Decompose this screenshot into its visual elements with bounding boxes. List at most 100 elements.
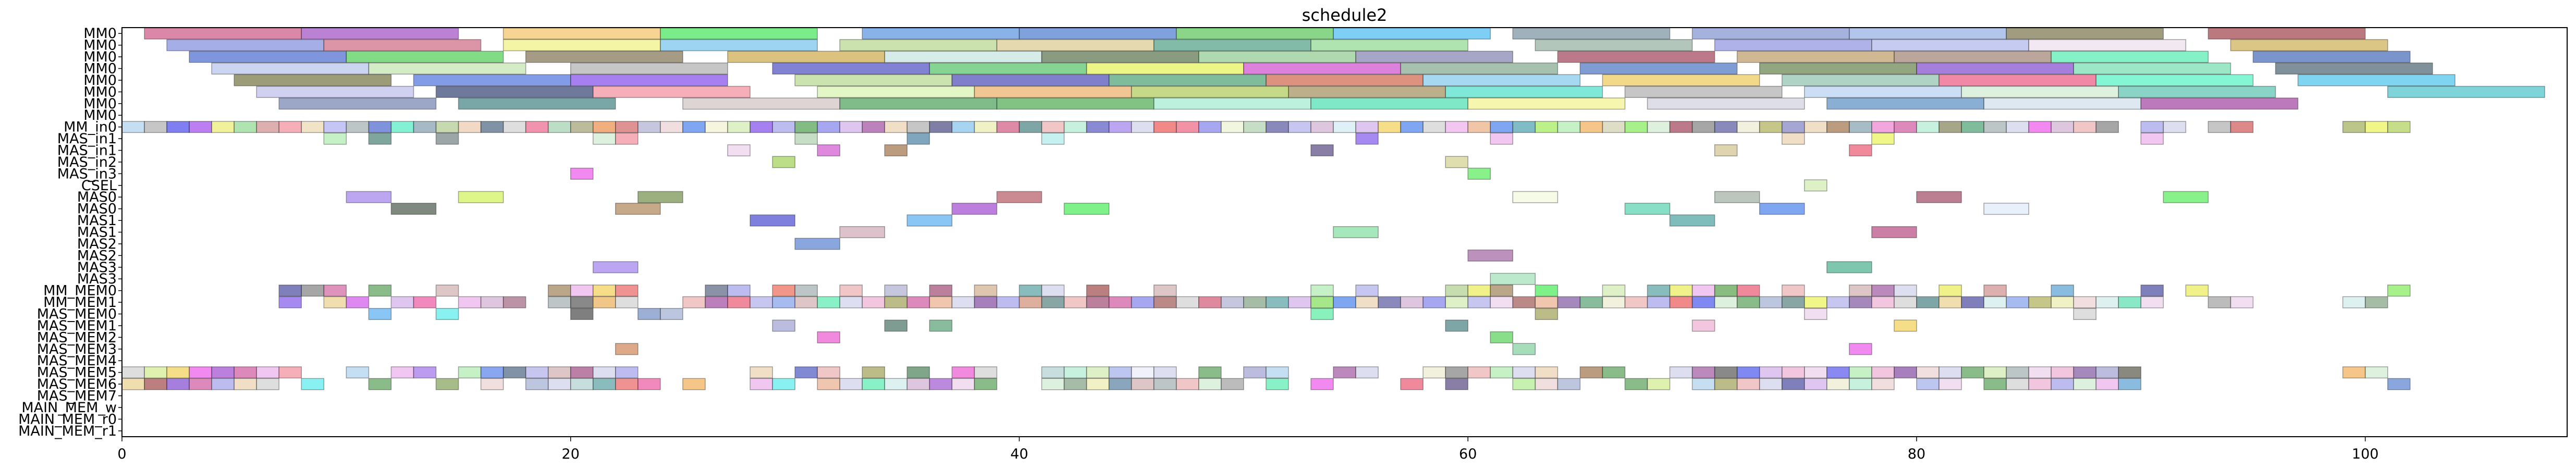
task-bar — [705, 285, 728, 297]
row-label: MM_MEM1 — [43, 294, 117, 311]
task-bar — [660, 121, 683, 133]
task-bar — [346, 121, 370, 133]
task-bar — [1535, 285, 1559, 297]
task-bar — [502, 296, 526, 308]
task-bar — [750, 296, 773, 308]
task-bar — [1019, 285, 1042, 297]
task-bar — [1669, 285, 1693, 297]
task-bar — [1804, 121, 1827, 133]
task-bar — [189, 366, 212, 379]
task-bar — [615, 285, 639, 297]
row-label: MAS3 — [77, 271, 117, 287]
task-bar — [1826, 97, 1984, 110]
task-bar — [1736, 366, 1760, 379]
task-bar — [346, 51, 504, 63]
task-bar — [1804, 179, 1827, 192]
task-bar — [435, 132, 459, 145]
row-label: MAIN_MEM_r0 — [18, 411, 117, 427]
task-bar — [637, 121, 661, 133]
task-bar — [435, 85, 594, 98]
task-bar — [1445, 319, 1468, 332]
task-bar — [1714, 39, 1872, 52]
task-bar — [1916, 378, 1940, 390]
task-bar — [2073, 378, 2096, 390]
task-bar — [906, 132, 930, 145]
task-bar — [1871, 226, 1917, 239]
task-bar — [2163, 121, 2187, 133]
task-bar — [1849, 296, 1872, 308]
task-bar — [794, 296, 818, 308]
task-bar — [1691, 121, 1715, 133]
task-bar — [502, 39, 661, 52]
task-bar — [1557, 121, 1581, 133]
task-bar — [1041, 132, 1065, 145]
task-bar — [301, 121, 325, 133]
task-bar — [1624, 121, 1648, 133]
task-bar — [1221, 121, 1244, 133]
row-label: MAS_MEM4 — [37, 353, 117, 369]
task-bar — [1131, 85, 1289, 98]
task-bar — [2051, 51, 2209, 63]
task-bar — [839, 121, 863, 133]
task-bar — [1759, 121, 1783, 133]
task-bar — [1445, 366, 1468, 379]
task-bar — [1983, 296, 2007, 308]
task-bar — [525, 121, 549, 133]
task-bar — [1983, 366, 2007, 379]
task-bar — [1153, 366, 1177, 379]
task-bar — [1736, 51, 1895, 63]
row-label: MAS_MEM2 — [37, 329, 117, 345]
task-bar — [794, 121, 818, 133]
task-bar — [2006, 121, 2029, 133]
task-bar — [637, 378, 661, 390]
task-bar — [1579, 62, 1738, 75]
task-bar — [1108, 378, 1132, 390]
task-bar — [166, 39, 325, 52]
task-bar — [817, 144, 840, 157]
task-bar — [1445, 156, 1468, 168]
row-label: MAS_MEM5 — [37, 365, 117, 381]
task-bar — [346, 191, 392, 203]
task-bar — [1333, 121, 1356, 133]
task-bar — [1691, 27, 1850, 40]
row-label: MM0 — [83, 61, 117, 77]
task-bar — [750, 366, 773, 379]
task-bar — [1019, 121, 1042, 133]
task-bar — [1490, 366, 1514, 379]
task-bar — [144, 366, 167, 379]
task-bar — [1691, 378, 1715, 390]
task-bar — [570, 307, 594, 320]
row-label: MM0 — [83, 72, 117, 89]
task-bar — [1490, 285, 1514, 297]
task-bar — [1175, 378, 1199, 390]
task-bar — [2118, 366, 2142, 379]
task-bar — [974, 85, 1132, 98]
task-bar — [1871, 296, 1895, 308]
task-bar — [660, 27, 818, 40]
task-bar — [2364, 121, 2388, 133]
task-bar — [1467, 167, 1491, 180]
task-bar — [951, 74, 1110, 87]
task-bar — [2364, 366, 2388, 379]
task-bar — [2207, 121, 2231, 133]
task-bar — [660, 39, 818, 52]
task-bar — [615, 132, 639, 145]
task-bar — [2028, 121, 2052, 133]
task-bar — [1669, 296, 1693, 308]
task-bar — [1198, 51, 1356, 63]
task-bar — [2095, 74, 2254, 87]
x-tick-label: 100 — [2352, 446, 2379, 462]
task-bar — [1647, 285, 1671, 297]
task-bar — [2051, 296, 2074, 308]
task-bar — [2230, 121, 2254, 133]
task-bar — [817, 296, 840, 308]
task-bar — [1355, 285, 1379, 297]
task-bar — [1939, 285, 1962, 297]
task-bar — [1939, 296, 1962, 308]
task-bar — [1759, 378, 1783, 390]
task-bar — [1602, 121, 1626, 133]
task-bar — [1131, 378, 1155, 390]
task-bar — [301, 27, 459, 40]
task-bar — [727, 296, 751, 308]
